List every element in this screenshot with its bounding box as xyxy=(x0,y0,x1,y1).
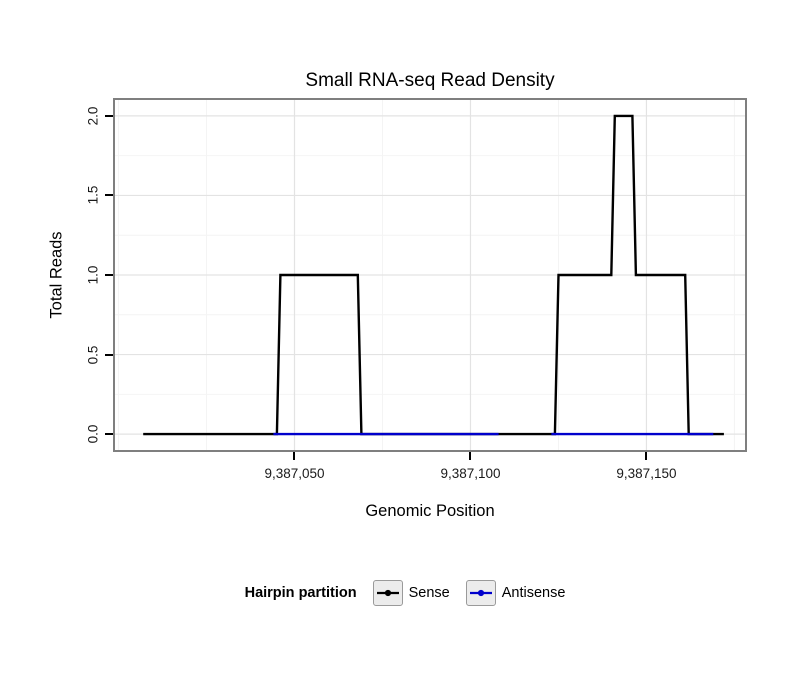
y-tick-mark xyxy=(105,194,113,197)
x-tick-mark xyxy=(645,452,648,460)
x-tick-label: 9,387,150 xyxy=(616,466,677,481)
y-tick-label: 0.5 xyxy=(85,345,101,364)
y-tick-label: 1.0 xyxy=(85,265,101,285)
plot-area xyxy=(115,100,745,450)
y-tick-mark xyxy=(105,114,113,117)
legend-item-antisense: Antisense xyxy=(465,580,566,606)
legend-item-sense: Sense xyxy=(372,580,450,606)
y-axis-label: Total Reads xyxy=(47,231,66,319)
y-tick-label: 1.5 xyxy=(85,186,101,205)
legend-items: Sense Antisense xyxy=(372,580,566,606)
y-tick-mark xyxy=(105,433,113,436)
x-tick-mark xyxy=(293,452,296,460)
y-tick-label: 2.0 xyxy=(85,106,101,126)
x-tick-mark xyxy=(469,452,472,460)
chart-title: Small RNA-seq Read Density xyxy=(305,70,555,91)
legend: Hairpin partition Sense Antisense xyxy=(0,580,810,606)
x-tick-label: 9,387,100 xyxy=(440,466,501,481)
y-tick-mark xyxy=(105,274,113,276)
legend-key-icon xyxy=(465,580,496,606)
legend-title: Hairpin partition xyxy=(244,585,357,601)
x-tick-label: 9,387,050 xyxy=(264,466,325,481)
legend-label: Sense xyxy=(408,585,450,601)
legend-label: Antisense xyxy=(501,585,566,601)
series-line-sense xyxy=(143,114,724,436)
y-tick-label: 0.0 xyxy=(85,424,101,444)
y-tick-mark xyxy=(105,353,113,356)
legend-key-icon xyxy=(372,580,403,606)
x-axis-label: Genomic Position xyxy=(365,502,495,520)
